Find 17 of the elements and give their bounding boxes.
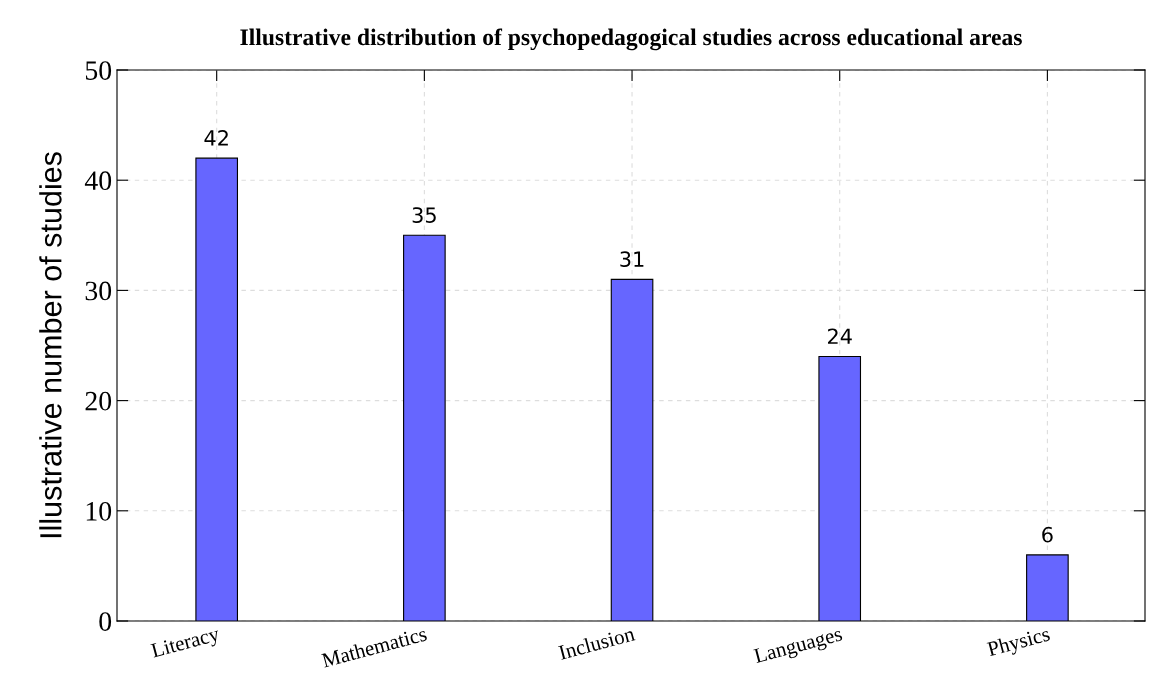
y-axis-title: Illustrative number of studies bbox=[39, 152, 62, 538]
x-tick-label: Inclusion bbox=[557, 625, 636, 660]
y-tick-label: 50 bbox=[85, 61, 112, 80]
y-tick-label: 10 bbox=[86, 501, 112, 521]
data-label: 31 bbox=[620, 251, 644, 268]
y-tick-label: 40 bbox=[84, 171, 112, 191]
chart-title: Illustrative distribution of psychopedagogical studies across educational areas bbox=[240, 28, 1022, 51]
data-label: 24 bbox=[827, 328, 852, 344]
y-tick-label: 30 bbox=[85, 281, 112, 301]
y-tick-label: 0 bbox=[99, 612, 112, 631]
data-label: 42 bbox=[204, 130, 228, 146]
data-label: 35 bbox=[412, 207, 436, 223]
y-tick-label: 20 bbox=[85, 391, 112, 411]
x-tick-label: Literacy bbox=[150, 626, 222, 662]
x-tick-label: Physics bbox=[986, 626, 1052, 661]
data-label: 6 bbox=[1042, 526, 1053, 543]
x-tick-label: Languages bbox=[753, 626, 844, 668]
